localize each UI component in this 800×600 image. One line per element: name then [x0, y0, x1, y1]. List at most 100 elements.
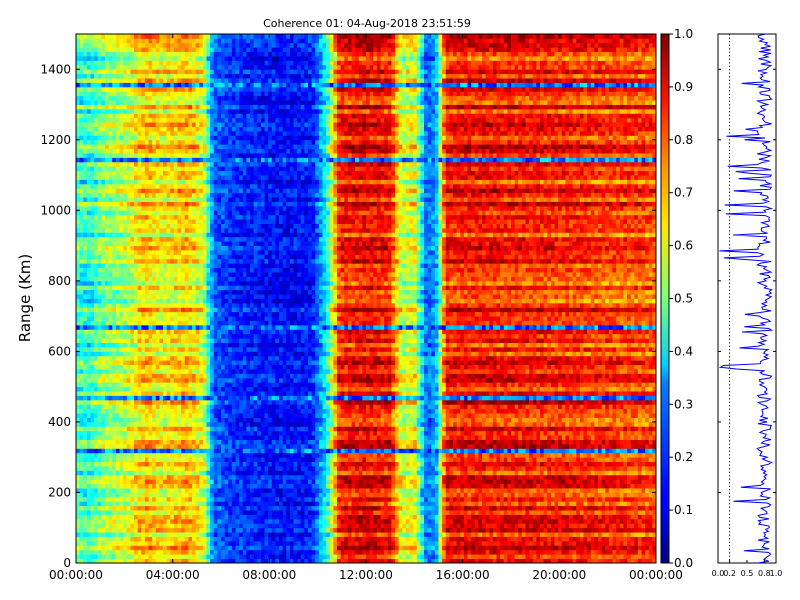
- heatmap-cell: [340, 474, 345, 480]
- heatmap-cell: [159, 501, 164, 507]
- heatmap-cell: [561, 496, 566, 502]
- heatmap-cell: [202, 479, 207, 485]
- heatmap-cell: [83, 505, 88, 511]
- heatmap-cell: [144, 527, 149, 533]
- heatmap-cell: [79, 558, 84, 564]
- heatmap-cell: [271, 540, 276, 546]
- heatmap-cell: [503, 443, 508, 449]
- heatmap-cell: [347, 443, 352, 449]
- heatmap-cell: [228, 488, 233, 493]
- heatmap-cell: [616, 452, 621, 458]
- heatmap-cell: [384, 435, 389, 440]
- heatmap-cell: [376, 523, 381, 529]
- heatmap-cell: [554, 558, 559, 564]
- heatmap-cell: [384, 536, 389, 542]
- heatmap-cell: [76, 540, 81, 546]
- heatmap-cell: [279, 518, 284, 524]
- heatmap-cell: [253, 514, 258, 520]
- heatmap-cell: [569, 510, 574, 515]
- heatmap-cell: [456, 558, 461, 564]
- heatmap-cell: [250, 514, 255, 520]
- heatmap-cell: [565, 439, 570, 445]
- heatmap-cell: [217, 483, 222, 489]
- heatmap-cell: [318, 523, 323, 529]
- heatmap-cell: [217, 518, 222, 524]
- heatmap-cell: [590, 492, 595, 498]
- heatmap-cell: [547, 470, 552, 476]
- heatmap-cell: [503, 435, 508, 440]
- heatmap-cell: [496, 448, 501, 454]
- heatmap-cell: [398, 448, 403, 454]
- heatmap-cell: [326, 545, 331, 551]
- heatmap-cell: [213, 443, 218, 449]
- heatmap-cell: [318, 430, 323, 436]
- heatmap-cell: [239, 554, 244, 559]
- heatmap-cell: [590, 452, 595, 458]
- heatmap-cell: [442, 558, 447, 564]
- heatmap-cell: [79, 457, 84, 463]
- heatmap-cell: [420, 448, 425, 454]
- heatmap-cell: [322, 443, 327, 449]
- heatmap-cell: [148, 452, 153, 458]
- heatmap-cell: [148, 488, 153, 493]
- heatmap-cell: [485, 558, 490, 564]
- heatmap-cell: [391, 527, 396, 533]
- heatmap-cell: [141, 527, 146, 533]
- heatmap-cell: [355, 430, 360, 436]
- heatmap-cell: [402, 474, 407, 480]
- heatmap-cell: [83, 461, 88, 467]
- heatmap-cell: [97, 479, 102, 485]
- heatmap-cell: [420, 532, 425, 537]
- heatmap-cell: [634, 479, 639, 485]
- heatmap-cell: [503, 501, 508, 507]
- heatmap-cell: [438, 540, 443, 546]
- heatmap-cell: [645, 430, 650, 436]
- heatmap-cell: [648, 470, 653, 476]
- heatmap-cell: [184, 452, 189, 458]
- heatmap-cell: [217, 536, 222, 542]
- heatmap-cell: [550, 492, 555, 498]
- heatmap-cell: [239, 474, 244, 480]
- heatmap-cell: [478, 527, 483, 533]
- heatmap-cell: [279, 443, 284, 449]
- heatmap-cell: [384, 448, 389, 454]
- heatmap-cell: [115, 461, 120, 467]
- heatmap-cell: [217, 448, 222, 454]
- heatmap-cell: [239, 527, 244, 533]
- heatmap-cell: [76, 430, 81, 436]
- heatmap-cell: [652, 457, 657, 463]
- heatmap-cell: [152, 536, 157, 542]
- heatmap-cell: [181, 443, 186, 449]
- heatmap-cell: [347, 505, 352, 511]
- heatmap-cell: [445, 523, 450, 529]
- heatmap-cell: [434, 558, 439, 564]
- heatmap-cell: [376, 496, 381, 502]
- heatmap-cell: [123, 430, 128, 436]
- heatmap-cell: [213, 439, 218, 445]
- heatmap-cell: [445, 510, 450, 515]
- heatmap-cell: [213, 479, 218, 485]
- heatmap-cell: [362, 461, 367, 467]
- heatmap-cell: [529, 430, 534, 436]
- heatmap-cell: [521, 452, 526, 458]
- heatmap-cell: [652, 439, 657, 445]
- heatmap-cell: [213, 457, 218, 463]
- heatmap-cell: [489, 466, 494, 471]
- heatmap-cell: [97, 443, 102, 449]
- heatmap-cell: [94, 426, 99, 432]
- heatmap-cell: [449, 448, 454, 454]
- heatmap-cell: [152, 527, 157, 533]
- heatmap-cell: [76, 479, 81, 485]
- heatmap-cell: [260, 558, 265, 564]
- heatmap-cell: [195, 479, 200, 485]
- heatmap-cell: [253, 492, 258, 498]
- heatmap-cell: [442, 466, 447, 471]
- heatmap-cell: [221, 439, 226, 445]
- heatmap-cell: [402, 501, 407, 507]
- heatmap-cell: [94, 540, 99, 546]
- heatmap-cell: [525, 492, 530, 498]
- heatmap-cell: [308, 439, 313, 445]
- heatmap-cell: [641, 549, 646, 555]
- heatmap-cell: [637, 540, 642, 546]
- heatmap-cell: [427, 527, 432, 533]
